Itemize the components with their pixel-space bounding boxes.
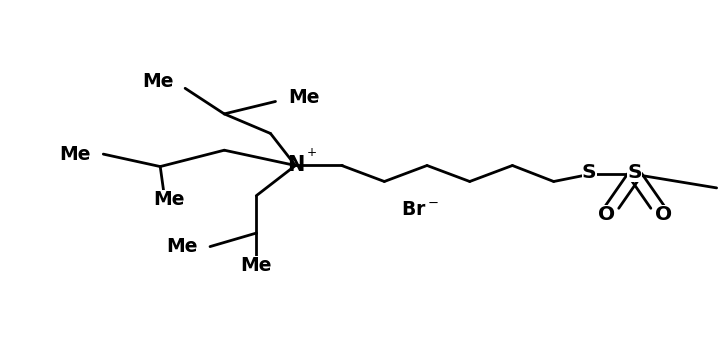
Text: Me: Me (142, 72, 174, 91)
Text: O: O (597, 205, 615, 224)
Text: Me: Me (240, 256, 272, 274)
Text: Me: Me (154, 191, 185, 209)
Text: N: N (287, 155, 304, 175)
Text: S: S (627, 163, 642, 182)
Text: Me: Me (288, 89, 319, 107)
Text: O: O (655, 205, 672, 224)
Text: Br$^-$: Br$^-$ (401, 200, 439, 220)
Text: $^+$: $^+$ (304, 147, 318, 164)
Text: S: S (582, 163, 597, 182)
Text: Me: Me (59, 144, 91, 164)
Text: Me: Me (166, 237, 197, 256)
